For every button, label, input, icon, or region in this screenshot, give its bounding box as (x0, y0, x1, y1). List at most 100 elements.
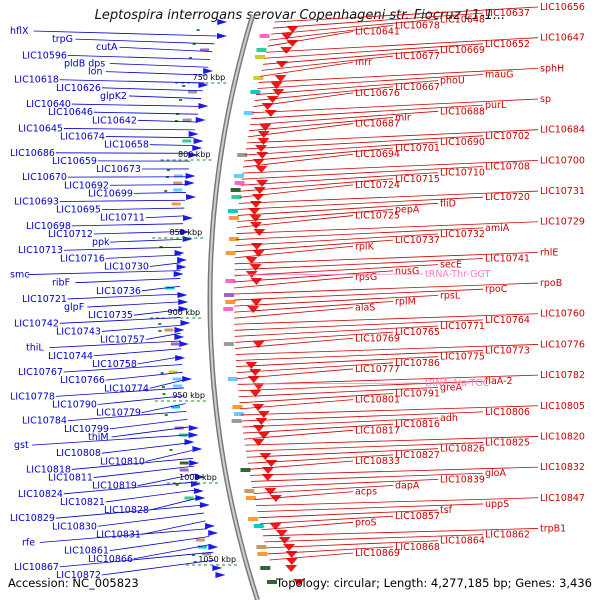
gene-label-right: LIC10864 (440, 536, 485, 547)
gene-label-left: LIC10808 (56, 448, 101, 459)
gene-label-right: phoU (440, 76, 465, 87)
left-leader-line (109, 418, 188, 430)
gene-label-left: LIC10713 (18, 245, 63, 256)
gene-label-right: uppS (485, 499, 509, 510)
right-leader-line (243, 423, 394, 434)
right-gene-arrow (283, 544, 296, 551)
track-dot (160, 372, 164, 374)
right-leader-line (247, 123, 354, 138)
right-leader-line (252, 98, 539, 114)
track-dot (188, 57, 192, 59)
gene-label-right: LIC10857 (395, 511, 440, 522)
left-leader-line (141, 403, 186, 414)
gene-label-left: LIC10640 (26, 99, 71, 110)
left-gene-arrow (217, 19, 228, 25)
right-leader-line (249, 466, 539, 476)
left-leader-line (109, 536, 210, 552)
gene-label-right: LIC10656 (540, 2, 585, 13)
left-leader-line (101, 87, 203, 92)
left-gene-arrow (184, 180, 195, 186)
left-gene-arrow (183, 215, 194, 221)
gene-label-right: LIC10839 (440, 474, 485, 485)
feature-box (200, 48, 210, 52)
feature-box (253, 524, 264, 528)
gene-label-left: LIC10618 (14, 75, 59, 86)
left-gene-arrow (212, 565, 223, 571)
left-leader-line (93, 465, 195, 478)
gene-label-right: greA (440, 382, 463, 393)
gene-label-right: LIC10869 (355, 548, 400, 559)
gene-label-left: LIC10810 (100, 456, 145, 467)
gene-label-right: mlr (395, 112, 411, 123)
feature-box (260, 566, 271, 570)
right-leader-line (240, 172, 439, 186)
gene-label-right: LIC10700 (540, 155, 585, 166)
gene-label-right: LIC10801 (355, 395, 400, 406)
right-leader-line (244, 141, 439, 156)
gene-label-left: LIC10730 (104, 261, 149, 272)
gene-label-left: LIC10818 (26, 464, 71, 475)
feature-box (234, 181, 245, 185)
feature-box (197, 545, 207, 549)
left-leader-line (55, 387, 185, 397)
track-dot (179, 99, 183, 101)
feature-box (233, 412, 244, 416)
gene-label-right: LIC10688 (440, 106, 485, 117)
left-gene-arrow (198, 103, 209, 109)
right-gene-arrow (252, 383, 265, 390)
gene-label-right: rplM (395, 296, 416, 307)
right-gene-arrow (252, 159, 265, 166)
left-gene-arrow (173, 271, 184, 277)
gene-label-right: LIC10773 (485, 346, 530, 357)
gene-label-right: sphH (540, 63, 564, 74)
feature-box (223, 342, 234, 346)
gene-label-right: LIC10832 (540, 462, 585, 473)
gene-label-right: nusG (395, 266, 419, 277)
kbp-tick-label: 750 kbp (193, 73, 226, 82)
gene-label-right: rpoB (540, 278, 562, 289)
left-gene-arrow (208, 544, 219, 550)
left-gene-arrow (182, 376, 193, 382)
left-leader-line (63, 128, 196, 131)
gene-label-right: rhlE (540, 247, 558, 258)
right-leader-line (234, 319, 484, 331)
right-leader-line (260, 61, 354, 77)
gene-label-left: smc (10, 270, 29, 281)
left-leader-line (128, 95, 202, 99)
feature-box (164, 328, 174, 332)
gene-label-left: LIC10779 (96, 408, 141, 419)
left-leader-line (111, 426, 189, 438)
right-gene-arrow (257, 432, 270, 439)
track-dot (193, 561, 197, 563)
gene-label-right: LIC10775 (440, 352, 485, 363)
feature-box (173, 188, 183, 192)
left-leader-line (109, 238, 182, 243)
right-leader-line (234, 331, 394, 343)
right-leader-line (254, 86, 394, 101)
gene-label-left: LIC10673 (96, 164, 141, 175)
left-gene-arrow (174, 250, 185, 256)
track-dot (162, 393, 166, 395)
right-gene-arrow (250, 299, 263, 306)
left-leader-line (71, 223, 184, 227)
gene-label-right: LIC10677 (395, 51, 440, 62)
gene-label-left: LIC10828 (104, 505, 149, 516)
left-leader-line (71, 103, 200, 107)
right-leader-line (251, 472, 484, 482)
right-leader-line (241, 411, 484, 422)
left-leader-line (97, 395, 185, 405)
gene-label-left: LIC10626 (56, 83, 101, 94)
right-leader-line (252, 478, 439, 488)
gene-label-left: lon (88, 67, 102, 78)
right-gene-arrow (262, 467, 275, 474)
gene-label-left: LIC10866 (88, 554, 133, 565)
gene-label-left: LIC10712 (48, 229, 93, 240)
feature-box (173, 384, 183, 388)
right-gene-arrow (255, 418, 268, 425)
gene-label-right: LIC10791 (395, 388, 440, 399)
left-gene-arrow (195, 495, 206, 501)
gene-label-left: LIC10774 (104, 383, 149, 394)
gene-label-right: LIC10825 (485, 438, 530, 449)
gene-label-right: LIC10782 (540, 370, 585, 381)
gene-label-right: LIC10647 (540, 33, 585, 44)
